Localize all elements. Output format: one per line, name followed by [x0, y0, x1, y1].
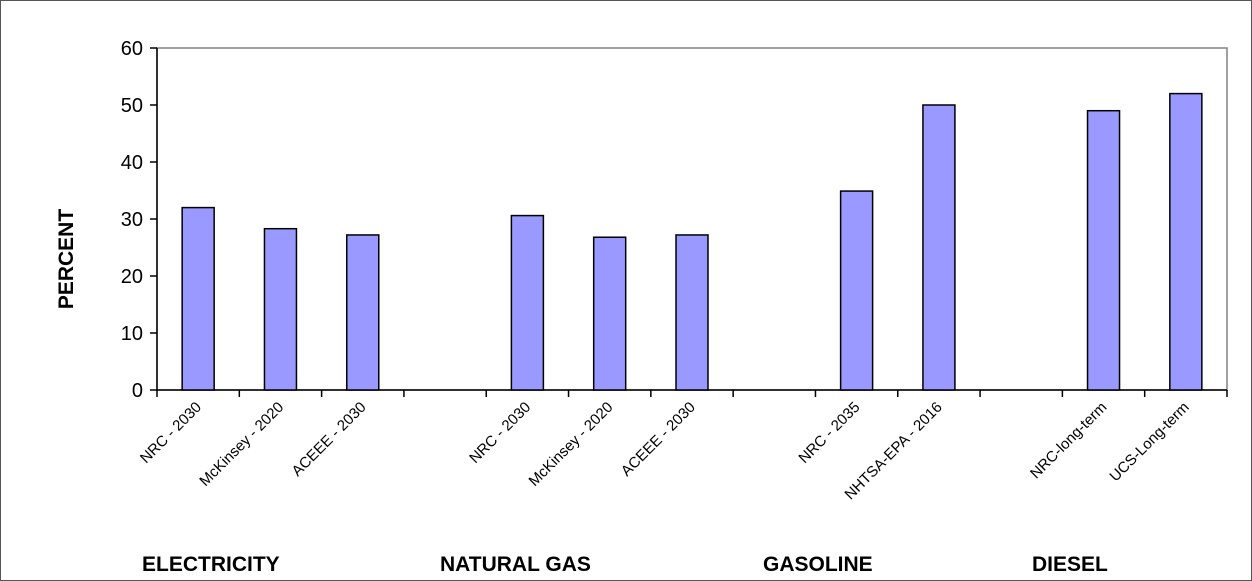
bar [181, 206, 215, 391]
x-tick-label: ACEEE - 2030 [289, 399, 370, 480]
x-tick-label: NRC - 2035 [795, 399, 863, 467]
bar [346, 234, 380, 391]
bar [922, 104, 956, 391]
y-tick-label: 20 [121, 266, 143, 288]
x-tick-label: NRC - 2030 [466, 399, 534, 467]
y-axis-title: PERCENT [55, 209, 78, 310]
x-tick-label: UCS-Long-term [1106, 399, 1192, 485]
x-tick-label: NRC - 2030 [137, 399, 205, 467]
y-tick-label: 60 [121, 38, 143, 60]
bar [839, 190, 874, 391]
group-label: NATURAL GAS [440, 553, 591, 576]
group-label: ELECTRICITY [142, 553, 280, 576]
bar [510, 214, 545, 391]
x-tick-label: McKinsey - 2020 [196, 399, 287, 490]
x-tick-label: McKinsey - 2020 [526, 399, 617, 490]
y-tick-label: 50 [121, 95, 143, 117]
bar [1086, 109, 1121, 391]
y-tick-label: 40 [121, 152, 143, 174]
bar [263, 227, 298, 391]
y-tick-label: 30 [121, 209, 143, 231]
bar [675, 234, 709, 391]
group-label: GASOLINE [763, 553, 873, 576]
group-label: DIESEL [1032, 553, 1108, 576]
bar [1169, 92, 1203, 391]
x-tick-label: ACEEE - 2030 [618, 399, 699, 480]
bar [592, 236, 627, 391]
y-tick-label: 0 [132, 380, 143, 402]
y-tick-label: 10 [121, 323, 143, 345]
x-tick-label: NRC-long-term [1027, 399, 1110, 482]
